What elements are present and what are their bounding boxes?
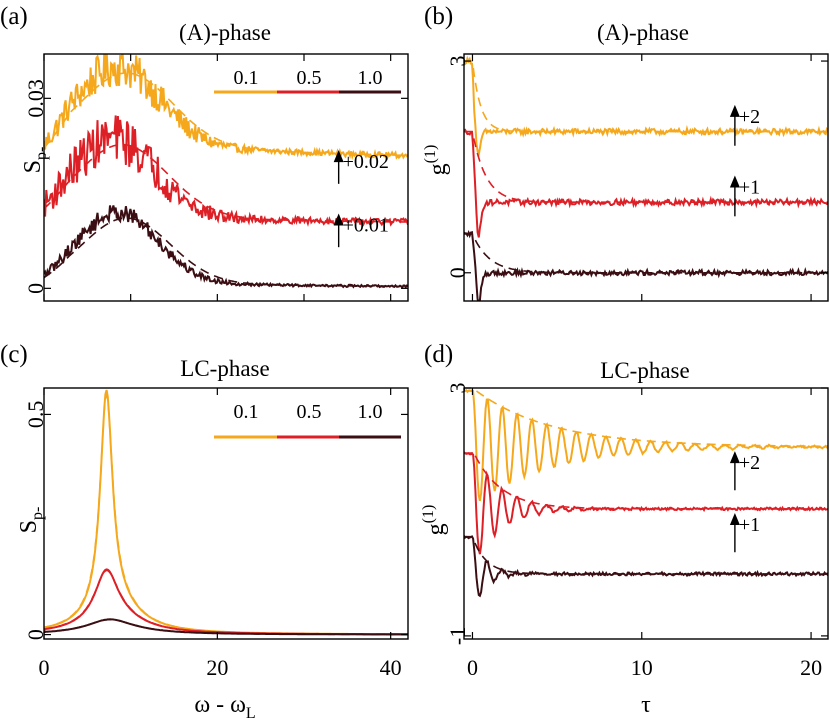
ytick-label: 0 — [445, 267, 470, 278]
series-fit-0.5 — [464, 130, 828, 203]
panel-c-ylabel: Sp- — [16, 507, 46, 534]
ytick-label: -1 — [445, 627, 470, 645]
panel-d-ylabel-main: g — [423, 523, 449, 535]
panel-b-letter: (b) — [424, 3, 453, 30]
panel-d: (d) LC-phase g(1) -1 3 0 10 20 +2 +1 τ — [420, 341, 829, 718]
panel-a-ylabel-main: S — [20, 160, 46, 173]
panel-c-plot: 0 0.5 0 20 40 — [23, 388, 408, 680]
panel-d-ylabel: g(1) — [420, 505, 449, 536]
panel-b-ylabel-main: g — [425, 163, 451, 175]
series-line-0.5 — [44, 568, 408, 636]
offset-annotation: +2 — [739, 106, 760, 128]
series-fit-0.1 — [464, 60, 828, 133]
panel-b-frame — [463, 53, 829, 302]
series-line-0.1 — [44, 389, 408, 636]
panel-c: (c) LC-phase Sp- 0 0.5 0 20 40 0.1 0.5 1.0 ω… — [0, 341, 409, 722]
legend-label-1.0: 1.0 — [358, 401, 383, 423]
series-fit-1.0 — [464, 233, 828, 274]
xtick-label: 40 — [380, 655, 402, 680]
panel-b-ylabel: g(1) — [422, 145, 451, 176]
offset-arrow-head — [729, 175, 740, 188]
offset-arrow-head — [729, 104, 740, 117]
series-line-0.1 — [464, 55, 828, 158]
offset-annotation: +0.02 — [343, 151, 389, 173]
panel-d-series-group — [464, 388, 828, 598]
legend-label-0.5: 0.5 — [297, 401, 322, 423]
legend-label-0.1: 0.1 — [234, 67, 259, 89]
panel-b-ylabel-sup: (1) — [422, 145, 439, 164]
panel-a-legend: 0.1 0.5 1.0 — [214, 67, 401, 94]
offset-arrow-head — [729, 513, 740, 526]
series-fit-0.5 — [464, 449, 828, 510]
offset-annotation: +1 — [739, 514, 760, 536]
series-line-0.1 — [464, 388, 828, 502]
offset-arrow-head — [729, 451, 740, 464]
panel-c-frame — [43, 387, 409, 640]
series-line-0.5 — [464, 451, 828, 555]
panel-a-title: (A)-phase — [179, 20, 271, 45]
panel-d-ylabel-sup: (1) — [420, 505, 437, 524]
panel-b: (b) (A)-phase g(1) 0 3 +2 +1 — [422, 3, 829, 302]
ytick-label: 3 — [445, 56, 470, 67]
xtick-label: 20 — [206, 655, 228, 680]
panel-c-ylabel-main: S — [16, 520, 42, 533]
panel-a-series-group — [44, 54, 408, 289]
panel-a-frame — [43, 53, 409, 302]
panel-d-xlabel: τ — [641, 692, 651, 718]
series-line-0.5 — [464, 128, 828, 238]
panel-a-ylabel: Sp- — [20, 147, 50, 174]
panel-c-title: LC-phase — [180, 356, 269, 381]
series-fit-1.0 — [464, 535, 828, 575]
panel-c-ylabel-sub: p- — [29, 507, 46, 520]
offset-arrow-head — [333, 150, 344, 163]
xtick-label: 0 — [467, 655, 478, 680]
panel-d-letter: (d) — [424, 341, 453, 368]
legend-label-0.5: 0.5 — [297, 67, 322, 89]
legend-label-1.0: 1.0 — [358, 67, 383, 89]
series-line-0.1 — [44, 54, 408, 161]
offset-arrow-head — [333, 213, 344, 226]
panel-c-xlabel: ω - ωL — [194, 692, 255, 722]
ytick-label: 0 — [23, 283, 48, 294]
panel-d-plot: -1 3 0 10 20 +2 +1 — [445, 383, 828, 680]
offset-annotation: +1 — [739, 177, 760, 199]
ytick-label: 3 — [445, 383, 470, 394]
series-line-1.0 — [44, 205, 408, 289]
panel-a: (a) (A)-phase Sp- 00.03+0.02+0.01 0.1 0.… — [0, 3, 409, 302]
panel-c-xlabel-sub: L — [246, 705, 256, 722]
legend-label-0.1: 0.1 — [234, 401, 259, 423]
ytick-label: 0 — [23, 629, 48, 640]
panel-d-frame — [463, 387, 829, 640]
panel-a-ylabel-sub: p- — [33, 147, 50, 160]
panel-d-title: LC-phase — [600, 358, 689, 383]
panel-a-plot: 00.03+0.02+0.01 — [23, 54, 408, 301]
series-fit-1.0 — [44, 217, 408, 288]
panel-b-title: (A)-phase — [597, 20, 689, 45]
xtick-label: 20 — [800, 655, 822, 680]
series-fit-0.5 — [44, 569, 408, 636]
offset-annotation: +0.01 — [343, 215, 389, 237]
xtick-label: 10 — [631, 655, 653, 680]
panel-c-legend: 0.1 0.5 1.0 — [214, 401, 401, 439]
panel-c-xlabel-main: ω - ω — [194, 692, 246, 718]
series-line-1.0 — [464, 535, 828, 598]
xtick-label: 0 — [39, 655, 50, 680]
panel-c-letter: (c) — [0, 341, 28, 368]
series-line-1.0 — [44, 618, 408, 636]
series-line-1.0 — [464, 229, 828, 301]
offset-annotation: +2 — [739, 452, 760, 474]
panel-b-plot: 0 3 +2 +1 — [445, 54, 828, 301]
panel-a-letter: (a) — [0, 3, 28, 30]
panel-c-series-group — [44, 389, 408, 636]
panel-b-series-group — [464, 55, 828, 301]
series-line-0.5 — [44, 115, 408, 227]
